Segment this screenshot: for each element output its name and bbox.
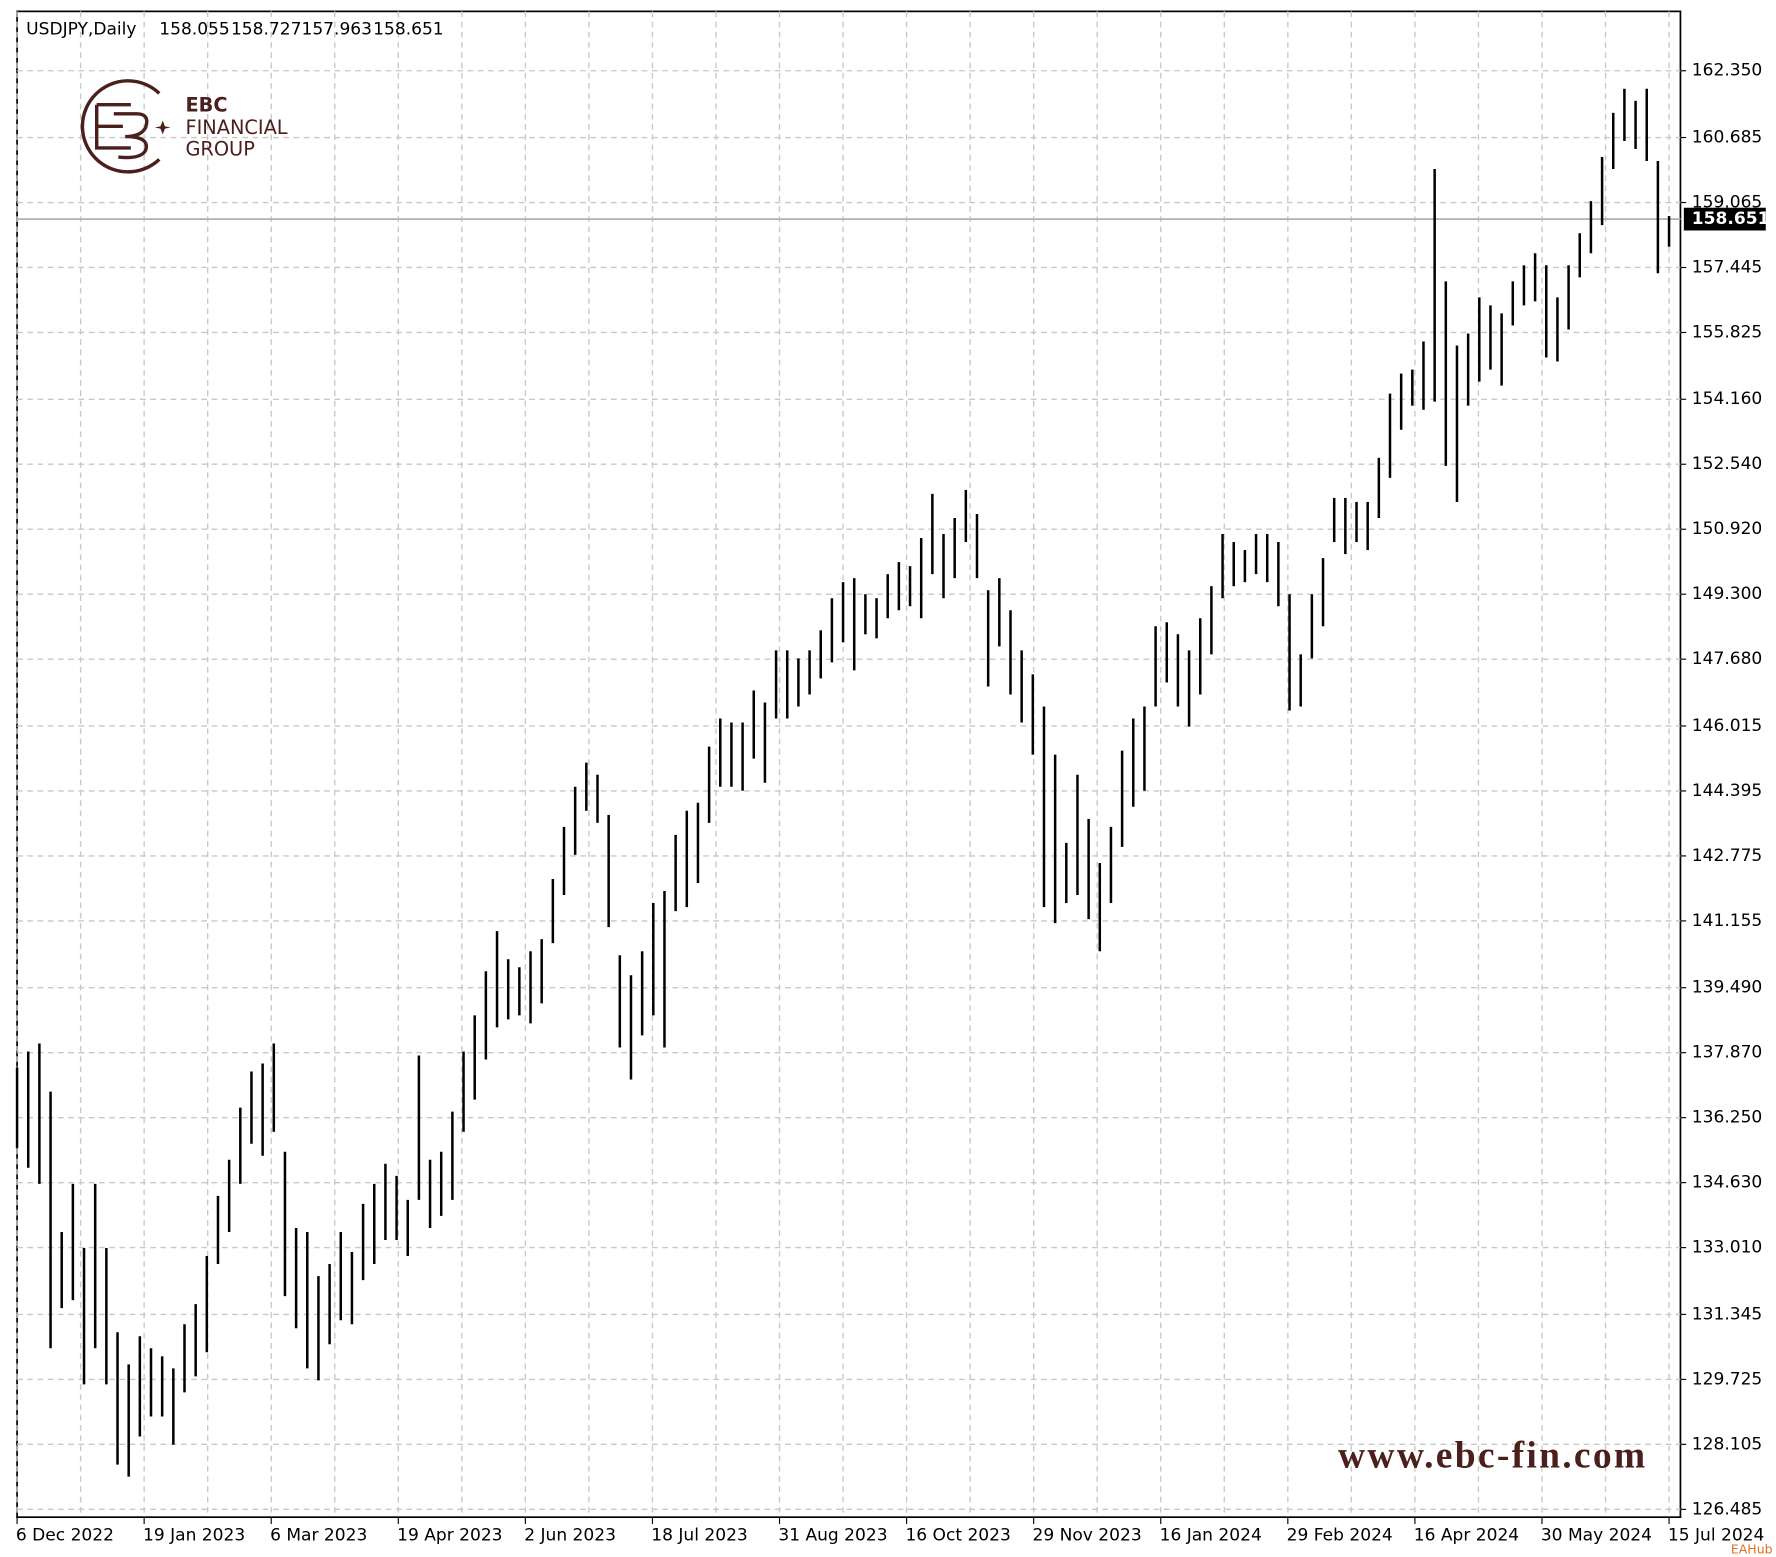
logo-line1: FINANCIAL [185,116,287,139]
y-tick-label: 160.685 [1692,128,1762,148]
plot-frame [16,10,1682,1519]
x-tick-label: 15 Jul 2024 [1668,1525,1764,1545]
y-tick-label: 136.250 [1692,1108,1762,1128]
chart-title: USDJPY,Daily [26,20,136,40]
x-tick-label: 6 Dec 2022 [16,1525,114,1545]
header: USDJPY,Daily 158.055 158.727 157.963 158… [26,20,443,40]
logo-star [154,120,171,135]
y-tick-label: 128.105 [1692,1434,1762,1454]
watermark: www.ebc-fin.com [1338,1436,1647,1477]
source-badge: EAHub [1731,1542,1773,1557]
y-tick-label: 157.445 [1692,257,1762,277]
axes: 162.350 160.685 159.065 157.445 155.825 154.1… [16,61,1770,1546]
x-tick-label: 19 Apr 2023 [397,1525,502,1545]
x-tick-label: 18 Jul 2023 [651,1525,747,1545]
logo-mark [95,103,149,160]
logo-line2: GROUP [185,138,254,161]
y-tick-label: 126.485 [1692,1499,1762,1519]
y-tick-label: 142.775 [1692,846,1762,866]
y-tick-label: 162.350 [1692,61,1762,81]
y-tick-label: 149.300 [1692,584,1762,604]
logo-name: EBC [185,93,227,116]
y-tick-label: 144.395 [1692,781,1762,801]
x-tick-label: 16 Oct 2023 [905,1525,1010,1545]
y-tick-label: 137.870 [1692,1043,1762,1063]
y-tick-label: 155.825 [1692,322,1762,342]
x-tick-label: 6 Mar 2023 [270,1525,367,1545]
y-tick-label: 159.065 [1692,193,1762,213]
grid [16,11,1681,1518]
x-tick-label: 16 Jan 2024 [1160,1525,1262,1545]
current-price-label: 158.651 [1692,209,1770,229]
x-tick-label: 29 Nov 2023 [1033,1525,1142,1545]
y-tick-label: 150.920 [1692,519,1762,539]
y-tick-label: 146.015 [1692,716,1762,736]
header-open: 158.055 [159,20,229,40]
x-tick-label: 30 May 2024 [1541,1525,1652,1545]
bars [15,88,1671,1477]
y-tick-label: 141.155 [1692,911,1762,931]
logo: EBC FINANCIAL GROUP [80,79,288,174]
y-tick-label: 133.010 [1692,1238,1762,1258]
y-tick-label: 152.540 [1692,454,1762,474]
y-tick-label: 139.490 [1692,978,1762,998]
current-price-box [1683,207,1766,231]
header-high: 158.727 [231,20,301,40]
y-tick-label: 131.345 [1692,1304,1762,1324]
y-tick-label: 154.160 [1692,389,1762,409]
x-tick-label: 29 Feb 2024 [1287,1525,1393,1545]
y-tick-label: 129.725 [1692,1369,1762,1389]
x-tick-label: 2 Jun 2023 [524,1525,616,1545]
x-tick-label: 19 Jan 2023 [143,1525,245,1545]
x-tick-label: 16 Apr 2024 [1414,1525,1519,1545]
header-close: 158.651 [373,20,443,40]
y-tick-label: 134.630 [1692,1173,1762,1193]
logo-ring [80,79,161,174]
x-tick-label: 31 Aug 2023 [778,1525,887,1545]
y-tick-label: 147.680 [1692,649,1762,669]
header-low: 157.963 [301,20,371,40]
